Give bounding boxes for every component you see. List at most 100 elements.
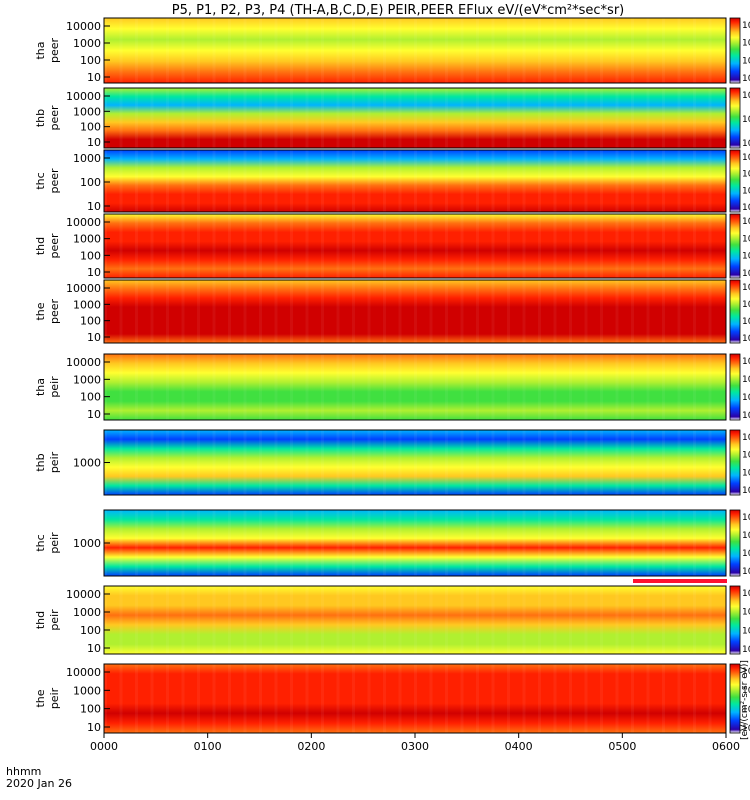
- texture-stripe: [367, 88, 371, 148]
- colorbar-tick-label: 10⁶: [742, 375, 750, 385]
- spectrogram-thd-peir: [104, 586, 726, 654]
- texture-stripe: [646, 586, 650, 654]
- y-label-probe: thc: [34, 172, 47, 189]
- y-tick-label: 100: [80, 315, 101, 328]
- y-tick-label: 10: [87, 266, 101, 279]
- texture-stripe: [677, 354, 681, 420]
- texture-stripe: [367, 510, 371, 576]
- texture-stripe: [228, 150, 231, 212]
- texture-stripe: [150, 664, 154, 733]
- colorbar-thc-peer: [729, 149, 741, 213]
- colorbar-tick-label: 10⁶: [742, 300, 750, 310]
- y-tick-label: 1000: [73, 152, 101, 165]
- y-label-probe: tha: [34, 41, 47, 59]
- texture-stripe: [615, 214, 619, 278]
- y-label-product: peer: [48, 299, 61, 325]
- texture-stripe: [119, 150, 123, 212]
- texture-stripe: [228, 430, 231, 495]
- texture-stripe: [538, 214, 541, 278]
- texture-stripe: [522, 280, 526, 343]
- texture-stripe: [414, 150, 417, 212]
- colorbar-the-peir: [729, 663, 741, 734]
- y-tick-label: 1000: [73, 684, 101, 697]
- texture-stripe: [631, 214, 634, 278]
- texture-stripe: [321, 354, 324, 420]
- texture-stripe: [398, 88, 402, 148]
- texture-stripe: [460, 586, 464, 654]
- colorbar-tick-label: 10⁶: [742, 39, 750, 49]
- texture-stripe: [290, 88, 293, 148]
- colorbar-tick-label: 10²: [742, 411, 750, 421]
- texture-stripe: [398, 430, 402, 495]
- texture-stripe: [181, 664, 185, 733]
- texture-stripe: [197, 354, 200, 420]
- texture-stripe: [181, 354, 185, 420]
- colorbar-label: [eV/(cm²-s sr eV)]: [740, 660, 750, 740]
- texture-stripe: [677, 510, 681, 576]
- texture-stripe: [181, 18, 185, 83]
- y-label-probe: the: [34, 302, 47, 320]
- texture-stripe: [135, 586, 138, 654]
- texture-stripe: [197, 430, 200, 495]
- y-tick-label: 1000: [73, 606, 101, 619]
- colorbar-tick-label: 10⁸: [742, 357, 750, 367]
- texture-stripe: [228, 586, 231, 654]
- texture-stripe: [259, 430, 262, 495]
- y-label-product: peir: [48, 376, 61, 398]
- colorbar-tick-label: 10⁸: [742, 589, 750, 599]
- texture-stripe: [274, 150, 278, 212]
- texture-stripe: [569, 88, 572, 148]
- texture-stripe: [274, 214, 278, 278]
- texture-stripe: [708, 510, 712, 576]
- texture-stripe: [677, 430, 681, 495]
- spectrogram-the-peer: [104, 280, 726, 343]
- texture-stripe: [305, 664, 309, 733]
- texture-stripe: [460, 150, 464, 212]
- texture-stripe: [321, 280, 324, 343]
- spectrogram-thc-peir: [104, 510, 726, 576]
- texture-stripe: [336, 586, 340, 654]
- texture-stripe: [135, 354, 138, 420]
- texture-stripe: [135, 510, 138, 576]
- spectrogram-thc-peer: [104, 150, 726, 212]
- texture-stripe: [104, 18, 107, 83]
- texture-stripe: [243, 664, 247, 733]
- texture-stripe: [181, 214, 185, 278]
- texture-stripe: [538, 18, 541, 83]
- texture-stripe: [693, 150, 696, 212]
- texture-stripe: [166, 430, 169, 495]
- texture-stripe: [646, 430, 650, 495]
- texture-stripe: [538, 150, 541, 212]
- y-label-product: peir: [48, 451, 61, 473]
- colorbar-thc-peir: [729, 509, 741, 577]
- y-tick-label: 100: [80, 249, 101, 262]
- y-label-product: peir: [48, 609, 61, 631]
- texture-stripe: [352, 88, 355, 148]
- texture-stripe: [166, 150, 169, 212]
- texture-stripe: [135, 88, 138, 148]
- texture-stripe: [414, 354, 417, 420]
- texture-stripe: [259, 18, 262, 83]
- texture-stripe: [445, 510, 448, 576]
- texture-stripe: [305, 214, 309, 278]
- texture-stripe: [197, 510, 200, 576]
- x-tick-label: 0200: [297, 740, 325, 753]
- texture-stripe: [135, 214, 138, 278]
- plot-frame: [103, 585, 727, 655]
- colorbar-tick-label: 10⁶: [742, 531, 750, 541]
- texture-stripe: [708, 18, 712, 83]
- texture-stripe: [491, 280, 495, 343]
- texture-stripe: [259, 586, 262, 654]
- texture-stripe: [600, 510, 603, 576]
- texture-stripe: [290, 510, 293, 576]
- y-tick-label: 10: [87, 408, 101, 421]
- colorbar-tick-label: 10⁶: [742, 234, 750, 244]
- colorbar-thb-peer: [729, 87, 741, 149]
- texture-stripe: [429, 354, 433, 420]
- texture-stripe: [553, 430, 557, 495]
- texture-stripe: [274, 664, 278, 733]
